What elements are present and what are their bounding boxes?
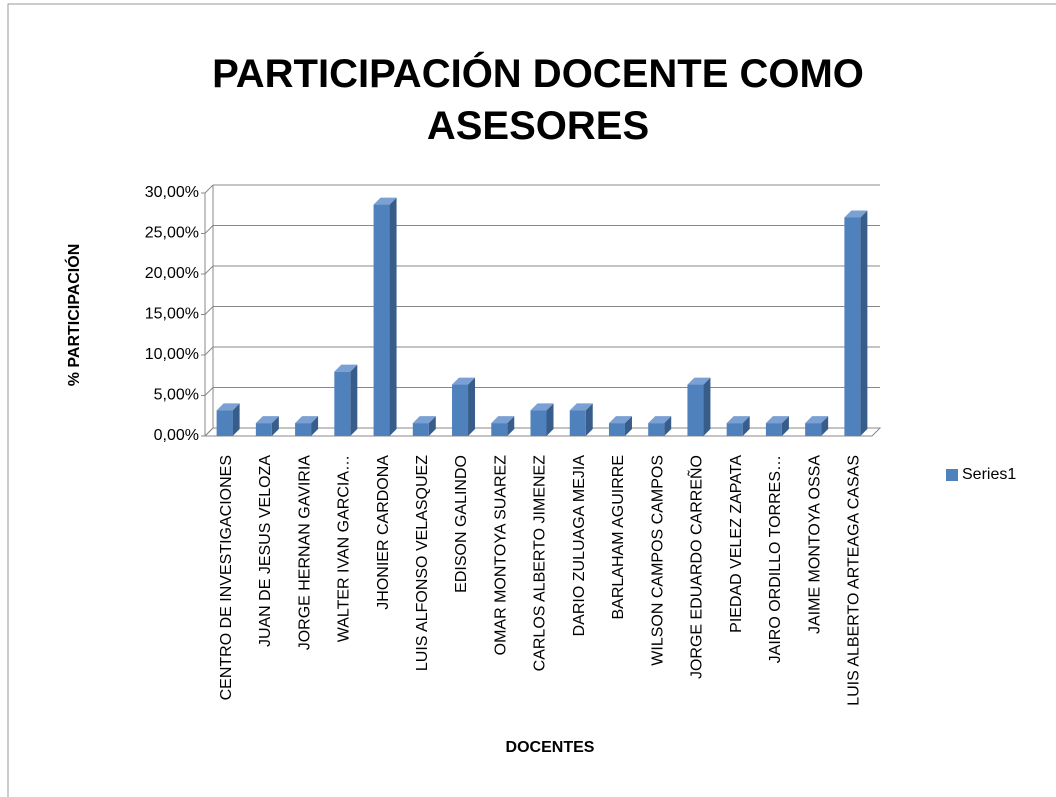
bar-side: [389, 197, 397, 436]
bar: [216, 410, 233, 436]
bar-top: [844, 210, 868, 218]
grid-line-side: [204, 265, 214, 275]
bar-top: [255, 416, 279, 424]
bar: [530, 410, 547, 436]
bar-side: [507, 416, 515, 436]
bar: [452, 384, 469, 436]
bar: [491, 423, 508, 436]
bar-side: [781, 416, 789, 436]
legend-swatch: [946, 469, 958, 481]
y-tick-label: 0,00%: [154, 427, 199, 444]
bar-top: [805, 416, 829, 424]
x-tick-label: DARIO ZULUAGA MEJIA: [571, 455, 588, 637]
bar: [373, 204, 390, 436]
y-tick-label: 5,00%: [154, 387, 199, 404]
bar-top: [295, 416, 319, 424]
y-tick-label: 30,00%: [145, 184, 199, 201]
x-axis-label: DOCENTES: [506, 739, 595, 756]
x-tick-label: JAIME MONTOYA OSSA: [806, 455, 823, 634]
bar: [295, 423, 312, 436]
bar-top: [765, 416, 789, 424]
grid-line-side: [204, 306, 214, 315]
bar: [255, 423, 272, 436]
bar-top: [491, 416, 515, 424]
x-tick-label: PIEDAD VELEZ ZAPATA: [728, 455, 745, 633]
bar-side: [232, 403, 240, 436]
bar-side: [703, 377, 711, 436]
x-tick-label: LUIS ALFONSO VELASQUEZ: [414, 455, 431, 671]
bar-side: [742, 416, 750, 436]
x-tick-label: JAIRO ORDILLO TORRES…: [767, 455, 784, 663]
x-tick-label: JUAN DE JESUS VELOZA: [257, 455, 274, 647]
bar-top: [373, 197, 397, 205]
bar-side: [546, 403, 554, 436]
x-tick-label: LUIS ALBERTO ARTEAGA CASAS: [846, 455, 863, 706]
x-tick-label: JORGE HERNAN GAVIRIA: [296, 455, 313, 651]
x-tick-label: WALTER IVAN GARCIA…: [336, 455, 353, 642]
y-axis-label: % PARTICIPACIÓN: [64, 244, 83, 387]
bar: [648, 423, 665, 436]
bar-side: [428, 416, 436, 436]
bar-top: [334, 364, 358, 372]
x-tick-label: EDISON GALINDO: [453, 455, 470, 593]
x-tick-label: JORGE EDUARDO CARREÑO: [686, 455, 706, 679]
x-tick-label: WILSON CAMPOS CAMPOS: [649, 455, 666, 666]
bar-side: [585, 403, 593, 436]
bar-top: [216, 403, 240, 411]
bar-top: [452, 377, 476, 385]
bar-top: [412, 416, 436, 424]
bar-top: [608, 416, 632, 424]
bar-side: [664, 416, 672, 436]
bar-top: [569, 403, 593, 411]
bar-side: [468, 377, 476, 436]
y-tick-label: 20,00%: [145, 265, 199, 282]
bar-side: [311, 416, 319, 436]
bar: [805, 423, 822, 436]
y-tick-label: 10,00%: [145, 346, 199, 363]
bar-side: [624, 416, 632, 436]
y-tick-label: 15,00%: [145, 306, 199, 323]
bar: [765, 423, 782, 436]
x-tick-label: JHONIER CARDONA: [375, 455, 392, 610]
bar-side: [350, 364, 358, 436]
bar-top: [687, 377, 711, 385]
bar: [726, 423, 743, 436]
x-tick-label: CARLOS ALBERTO JIMENEZ: [532, 455, 549, 672]
grid-line-side: [204, 427, 214, 437]
bar: [334, 371, 351, 436]
bar-side: [271, 416, 279, 436]
bar-top: [530, 403, 554, 411]
x-tick-label: OMAR MONTOYA SUAREZ: [492, 455, 509, 656]
bar: [687, 384, 704, 436]
grid-line-side: [204, 184, 214, 194]
grid-line-side: [204, 346, 214, 356]
bar: [569, 410, 586, 436]
x-tick-label: CENTRO DE INVESTIGACIONES: [218, 455, 235, 700]
x-tick-label: BARLAHAM AGUIRRE: [610, 455, 627, 619]
bar: [412, 423, 429, 436]
bar-top: [726, 416, 750, 424]
bar-side: [821, 416, 829, 436]
grid-line-side: [204, 225, 214, 234]
bar-top: [648, 416, 672, 424]
bar: [844, 217, 861, 436]
bar-side: [860, 210, 868, 436]
legend-label: Series1: [962, 466, 1016, 483]
grid-line-side: [204, 387, 214, 396]
chart-border: [7, 3, 1056, 797]
y-tick-label: 25,00%: [145, 225, 199, 242]
bar: [608, 423, 625, 436]
chart-title: PARTICIPACIÓN DOCENTE COMO ASESORES: [212, 52, 864, 148]
